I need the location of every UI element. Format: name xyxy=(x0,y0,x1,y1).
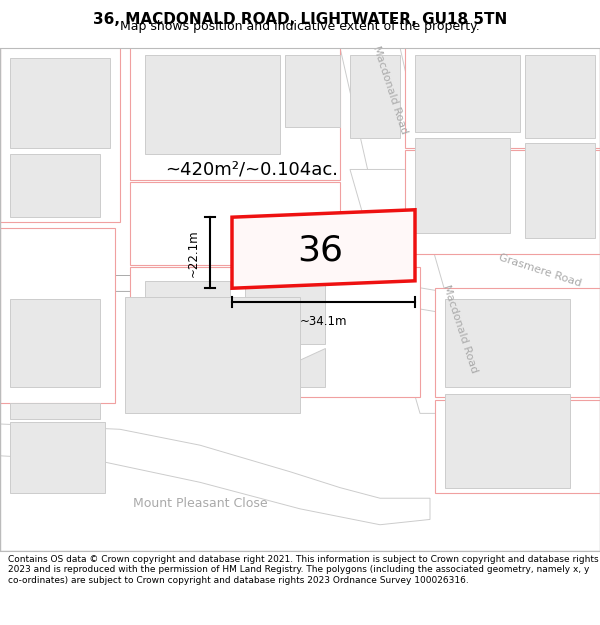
Text: Macdonald Road: Macdonald Road xyxy=(441,283,479,374)
Text: ~420m²/~0.104ac.: ~420m²/~0.104ac. xyxy=(165,161,338,179)
Polygon shape xyxy=(245,278,325,344)
Polygon shape xyxy=(130,267,420,398)
Polygon shape xyxy=(0,228,115,402)
Polygon shape xyxy=(405,48,600,148)
Polygon shape xyxy=(445,299,570,387)
Polygon shape xyxy=(405,151,600,254)
Polygon shape xyxy=(415,55,520,132)
Polygon shape xyxy=(445,394,570,488)
Polygon shape xyxy=(350,55,400,138)
Polygon shape xyxy=(145,55,280,154)
Text: ~22.1m: ~22.1m xyxy=(187,229,200,276)
Polygon shape xyxy=(10,58,110,148)
Polygon shape xyxy=(525,55,595,138)
Polygon shape xyxy=(285,55,340,127)
Polygon shape xyxy=(130,182,340,265)
Polygon shape xyxy=(30,276,315,291)
Text: Contains OS data © Crown copyright and database right 2021. This information is : Contains OS data © Crown copyright and d… xyxy=(8,555,598,585)
Polygon shape xyxy=(10,402,100,419)
Polygon shape xyxy=(435,288,600,398)
Polygon shape xyxy=(350,169,480,413)
Polygon shape xyxy=(435,399,600,493)
Polygon shape xyxy=(415,138,510,233)
Polygon shape xyxy=(410,286,600,339)
Polygon shape xyxy=(232,210,415,288)
Text: Macdonald Road: Macdonald Road xyxy=(371,44,409,136)
Circle shape xyxy=(27,275,43,292)
Text: 36, MACDONALD ROAD, LIGHTWATER, GU18 5TN: 36, MACDONALD ROAD, LIGHTWATER, GU18 5TN xyxy=(93,12,507,27)
Polygon shape xyxy=(125,297,300,413)
Text: Map shows position and indicative extent of the property.: Map shows position and indicative extent… xyxy=(120,20,480,33)
Text: Grasmere Road: Grasmere Road xyxy=(497,252,583,288)
Polygon shape xyxy=(340,48,430,180)
Polygon shape xyxy=(130,48,340,180)
Text: 36: 36 xyxy=(297,233,343,267)
Polygon shape xyxy=(10,299,100,387)
Text: ~34.1m: ~34.1m xyxy=(300,315,347,328)
Polygon shape xyxy=(0,48,120,222)
Polygon shape xyxy=(145,281,230,366)
Text: Mount Pleasant Close: Mount Pleasant Close xyxy=(133,497,268,510)
Polygon shape xyxy=(525,143,595,238)
Polygon shape xyxy=(10,154,100,217)
Polygon shape xyxy=(10,422,105,493)
Polygon shape xyxy=(0,424,430,525)
Polygon shape xyxy=(240,348,325,387)
